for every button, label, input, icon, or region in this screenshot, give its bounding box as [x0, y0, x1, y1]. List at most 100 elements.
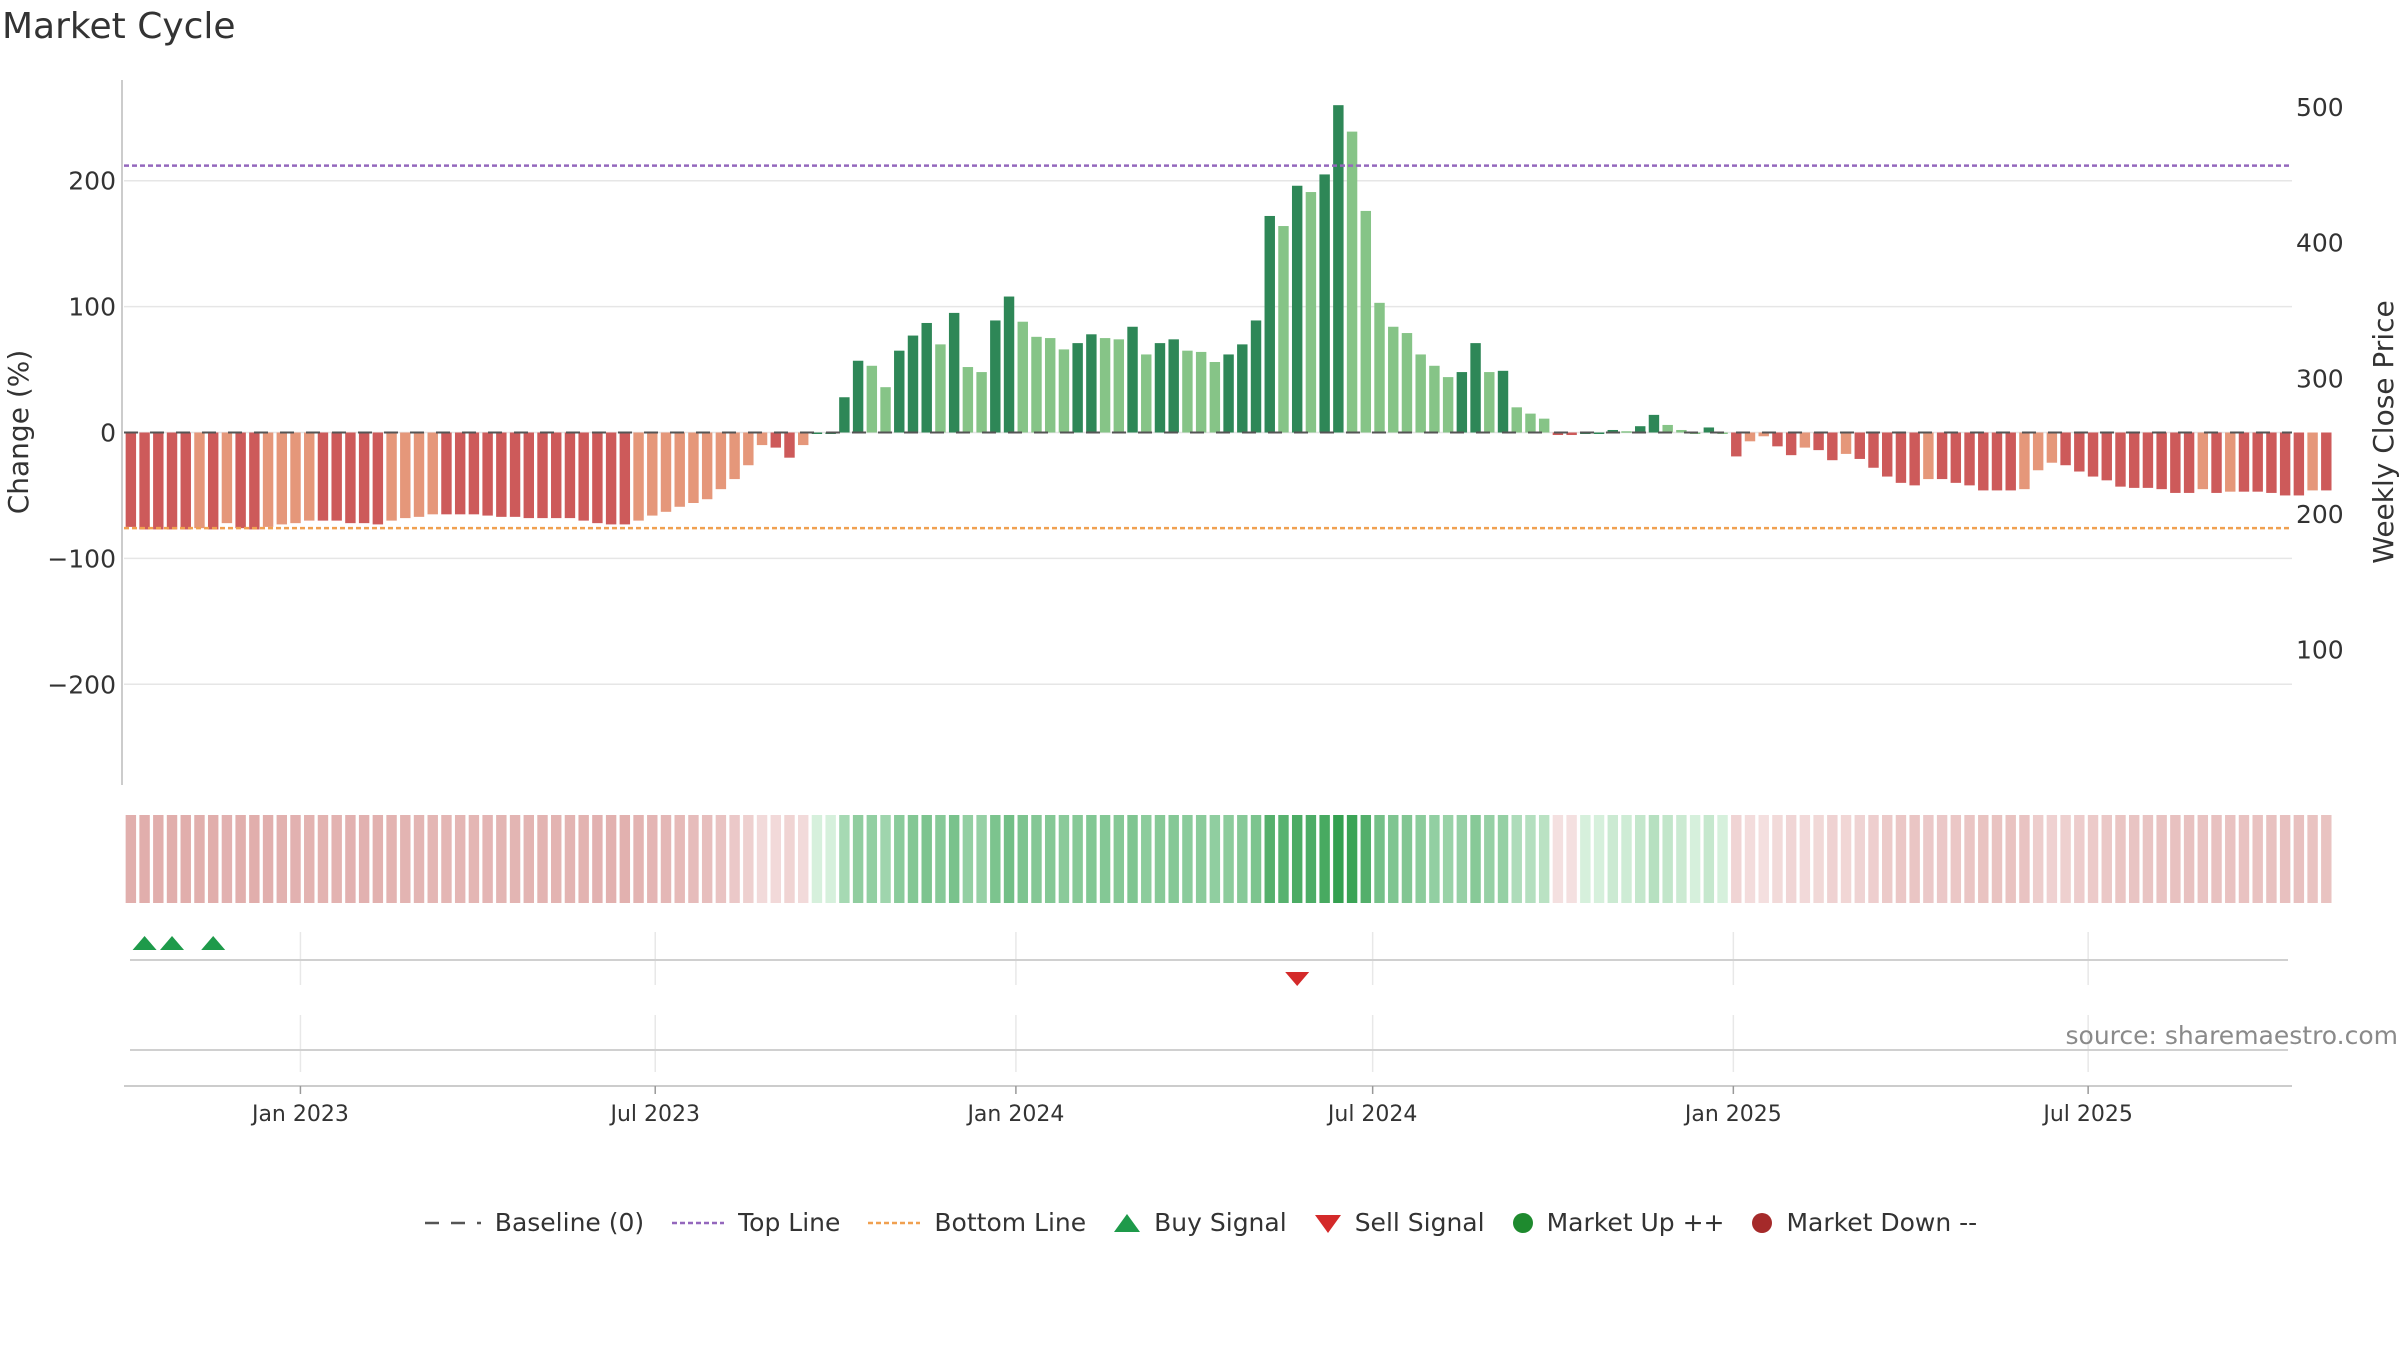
- legend-market-up[interactable]: Market Up ++: [1511, 1208, 1724, 1237]
- bar: [2293, 432, 2305, 496]
- bar: [1525, 413, 1536, 433]
- heat-cell: [1676, 815, 1687, 903]
- legend-market-down[interactable]: Market Down --: [1750, 1208, 1977, 1237]
- legend-label: Market Down --: [1786, 1208, 1978, 1237]
- heat-cell: [1003, 815, 1015, 903]
- bar: [400, 432, 411, 519]
- heat-cell: [2019, 815, 2030, 903]
- heat-cell: [2197, 815, 2209, 903]
- heat-cell: [1950, 815, 1962, 903]
- legend-buy-signal[interactable]: Buy Signal: [1112, 1208, 1287, 1237]
- heat-cell: [1113, 815, 1125, 903]
- bar: [2183, 432, 2195, 493]
- heat-cell: [1182, 815, 1193, 903]
- bar: [1360, 210, 1372, 433]
- heat-cell: [1703, 815, 1715, 903]
- bar: [2170, 432, 2181, 493]
- heat-cell: [1031, 815, 1042, 903]
- bar: [1250, 320, 1262, 433]
- bar: [1442, 377, 1454, 433]
- bar: [1772, 432, 1783, 447]
- bar: [2060, 432, 2071, 466]
- bar: [1346, 131, 1358, 433]
- heat-cell: [331, 815, 342, 903]
- heat-cell: [2101, 815, 2112, 903]
- heat-cell: [125, 815, 137, 903]
- bar: [1923, 432, 1934, 480]
- heat-cell: [2074, 815, 2085, 903]
- bar: [605, 432, 617, 525]
- bar: [1978, 432, 1989, 491]
- bar: [2197, 432, 2209, 490]
- bar: [166, 432, 178, 530]
- heat-cell: [2293, 815, 2305, 903]
- heat-cell: [1580, 815, 1591, 903]
- heat-cell: [729, 815, 740, 903]
- legend-bottom-line[interactable]: Bottom Line: [866, 1208, 1086, 1237]
- bar: [1827, 432, 1838, 461]
- bar: [1840, 432, 1852, 454]
- heat-cell: [1291, 815, 1303, 903]
- bar: [551, 432, 562, 519]
- x-tick-label: Jul 2025: [2041, 1102, 2133, 1127]
- bar: [647, 432, 658, 516]
- heat-cell: [1785, 815, 1797, 903]
- heat-cell: [1429, 815, 1440, 903]
- bar: [1882, 432, 1893, 477]
- heat-cell: [249, 815, 260, 903]
- bar: [1456, 372, 1468, 433]
- bar: [1141, 354, 1152, 433]
- heat-cell: [1621, 815, 1632, 903]
- bar: [317, 432, 329, 521]
- heat-cell: [921, 815, 932, 903]
- bar: [1621, 431, 1632, 433]
- bar: [1731, 432, 1742, 457]
- legend-baseline[interactable]: Baseline (0): [423, 1208, 644, 1237]
- heat-cell: [2046, 815, 2058, 903]
- legend-label: Baseline (0): [494, 1208, 645, 1237]
- bar: [1113, 339, 1125, 433]
- bar: [2115, 432, 2126, 487]
- bar: [839, 397, 850, 433]
- legend-sell-signal[interactable]: Sell Signal: [1313, 1208, 1485, 1237]
- bar: [331, 432, 342, 521]
- bar: [2266, 432, 2277, 493]
- heat-cell: [1936, 815, 1948, 903]
- y-tick-label: 200: [68, 167, 116, 196]
- buy-signal-marker: [132, 936, 157, 950]
- heat-cell: [1978, 815, 1989, 903]
- heat-cell: [1086, 815, 1097, 903]
- heat-cell: [948, 815, 960, 903]
- bar: [1895, 432, 1907, 483]
- bar: [276, 432, 288, 525]
- bar: [1511, 407, 1522, 433]
- heat-cell: [1840, 815, 1852, 903]
- heat-cell: [2005, 815, 2016, 903]
- bar: [784, 432, 795, 458]
- heat-cell: [674, 815, 685, 903]
- bar: [1936, 432, 1948, 480]
- heat-cell: [2211, 815, 2222, 903]
- heat-cell: [839, 815, 850, 903]
- bar: [1813, 432, 1824, 451]
- legend-top-line[interactable]: Top Line: [670, 1208, 840, 1237]
- heat-cell: [798, 815, 809, 903]
- heat-cell: [153, 815, 164, 903]
- bar-series: [125, 105, 2332, 530]
- heat-cell: [537, 815, 548, 903]
- x-tick-label: Jan 2024: [965, 1102, 1064, 1127]
- heat-cell: [2156, 815, 2167, 903]
- bar: [1209, 362, 1221, 433]
- heat-cell: [2032, 815, 2044, 903]
- heat-cell: [290, 815, 301, 903]
- heat-cell: [1374, 815, 1385, 903]
- bar: [688, 432, 699, 503]
- bar: [304, 432, 315, 521]
- heat-cell: [180, 815, 191, 903]
- bar: [674, 432, 685, 507]
- bar: [1799, 432, 1811, 448]
- heat-cell: [194, 815, 205, 903]
- bar: [139, 432, 150, 530]
- bar: [935, 344, 946, 433]
- legend: Baseline (0) Top Line Bottom Line Buy Si…: [0, 1208, 2400, 1237]
